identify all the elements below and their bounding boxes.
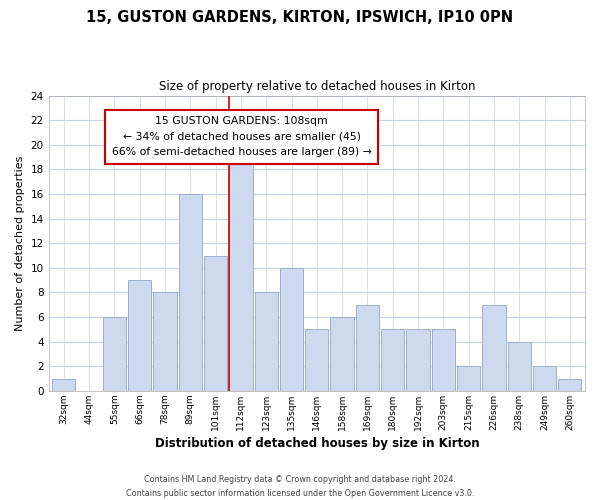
Bar [356, 305, 379, 391]
Bar [254, 292, 278, 391]
Bar [179, 194, 202, 391]
Bar [103, 317, 126, 391]
Bar [431, 330, 455, 391]
Text: 15, GUSTON GARDENS, KIRTON, IPSWICH, IP10 0PN: 15, GUSTON GARDENS, KIRTON, IPSWICH, IP1… [86, 10, 514, 25]
Bar [229, 145, 253, 391]
Bar [128, 280, 151, 391]
Bar [558, 378, 581, 391]
Bar [280, 268, 303, 391]
Bar [204, 256, 227, 391]
Bar [154, 292, 176, 391]
Bar [381, 330, 404, 391]
Text: 15 GUSTON GARDENS: 108sqm
← 34% of detached houses are smaller (45)
66% of semi-: 15 GUSTON GARDENS: 108sqm ← 34% of detac… [112, 116, 371, 158]
Bar [52, 378, 76, 391]
Text: Contains HM Land Registry data © Crown copyright and database right 2024.
Contai: Contains HM Land Registry data © Crown c… [126, 476, 474, 498]
Bar [533, 366, 556, 391]
Y-axis label: Number of detached properties: Number of detached properties [15, 156, 25, 331]
Bar [305, 330, 328, 391]
Bar [406, 330, 430, 391]
Bar [508, 342, 531, 391]
Bar [457, 366, 480, 391]
Bar [331, 317, 354, 391]
X-axis label: Distribution of detached houses by size in Kirton: Distribution of detached houses by size … [155, 437, 479, 450]
Bar [482, 305, 506, 391]
Title: Size of property relative to detached houses in Kirton: Size of property relative to detached ho… [158, 80, 475, 93]
